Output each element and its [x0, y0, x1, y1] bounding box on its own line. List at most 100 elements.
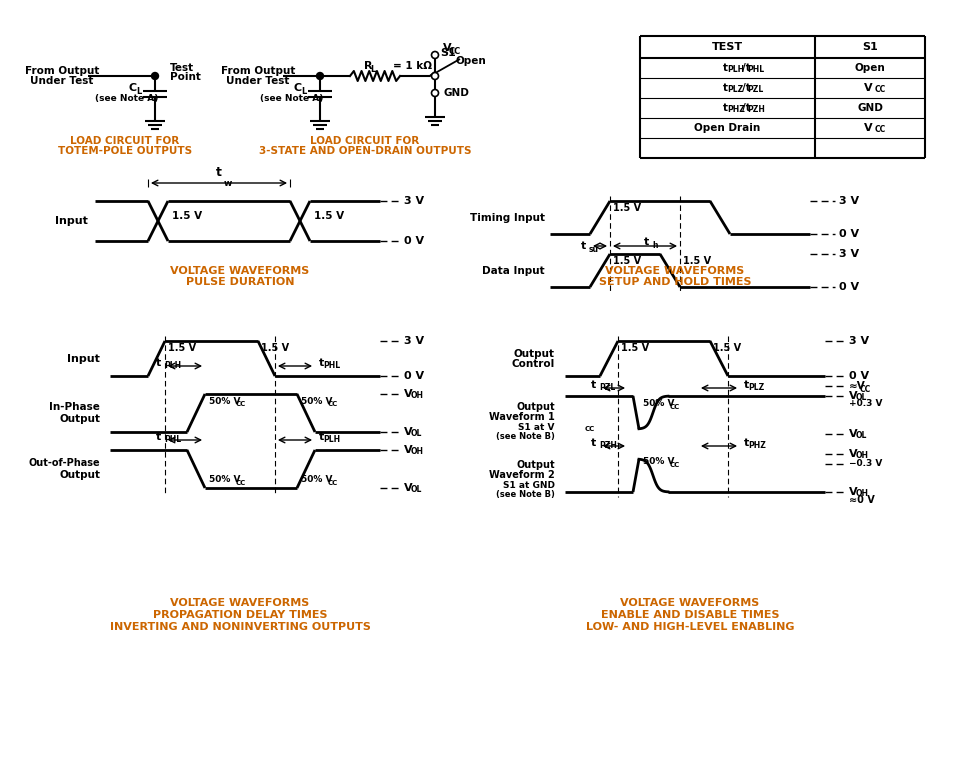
- Text: V: V: [864, 83, 873, 93]
- Text: OH: OH: [411, 391, 424, 401]
- Text: Control: Control: [512, 359, 555, 369]
- Text: PLH: PLH: [323, 436, 340, 444]
- Text: Point: Point: [170, 72, 201, 82]
- Text: L: L: [370, 65, 376, 73]
- Text: OH: OH: [856, 490, 869, 498]
- Text: PLZ: PLZ: [727, 85, 744, 95]
- Text: 0 V: 0 V: [849, 371, 869, 381]
- Text: 50% V: 50% V: [209, 476, 240, 484]
- Text: PHZ: PHZ: [748, 441, 766, 451]
- Text: Output: Output: [514, 349, 555, 359]
- Text: PHL: PHL: [748, 66, 765, 74]
- Text: 3 V: 3 V: [839, 249, 859, 259]
- Text: 1.5 V: 1.5 V: [261, 343, 289, 353]
- Text: PZL: PZL: [599, 383, 615, 393]
- Text: w: w: [224, 179, 233, 187]
- Text: V: V: [404, 483, 412, 493]
- Text: Open Drain: Open Drain: [695, 123, 760, 133]
- Text: 3 V: 3 V: [839, 196, 859, 206]
- Text: 50% V: 50% V: [301, 397, 333, 405]
- Text: t: t: [723, 63, 727, 73]
- Text: TOTEM-POLE OUTPUTS: TOTEM-POLE OUTPUTS: [58, 146, 192, 156]
- Text: Output: Output: [516, 460, 555, 470]
- Text: t: t: [723, 103, 727, 113]
- Text: V: V: [864, 123, 873, 133]
- Text: V: V: [404, 389, 412, 399]
- Text: Output: Output: [59, 470, 100, 480]
- Text: PZL: PZL: [748, 85, 764, 95]
- Text: 1.5 V: 1.5 V: [613, 256, 641, 266]
- Text: 50% V: 50% V: [301, 476, 333, 484]
- Text: V: V: [849, 391, 857, 401]
- Text: CC: CC: [449, 47, 461, 55]
- Text: V: V: [849, 429, 857, 439]
- Circle shape: [431, 52, 438, 59]
- Text: t: t: [319, 358, 324, 368]
- Circle shape: [316, 73, 324, 80]
- Text: 3 V: 3 V: [849, 336, 869, 346]
- Text: ENABLE AND DISABLE TIMES: ENABLE AND DISABLE TIMES: [601, 610, 779, 620]
- Text: LOAD CIRCUIT FOR: LOAD CIRCUIT FOR: [310, 136, 420, 146]
- Text: CC: CC: [670, 462, 680, 468]
- Text: OL: OL: [411, 486, 423, 494]
- Text: CC: CC: [875, 85, 886, 95]
- Text: Test: Test: [170, 63, 194, 73]
- Text: (see Note A): (see Note A): [95, 95, 159, 104]
- Text: OL: OL: [856, 394, 868, 402]
- Text: /t: /t: [742, 103, 751, 113]
- Text: h: h: [652, 241, 657, 249]
- Text: 0 V: 0 V: [839, 229, 859, 239]
- Text: CC: CC: [860, 384, 872, 394]
- Text: t: t: [591, 438, 596, 448]
- Text: PLH: PLH: [164, 362, 181, 370]
- Text: Output: Output: [59, 414, 100, 424]
- Text: L: L: [302, 87, 307, 95]
- Text: Under Test: Under Test: [226, 76, 289, 86]
- Text: 3-STATE AND OPEN-DRAIN OUTPUTS: 3-STATE AND OPEN-DRAIN OUTPUTS: [259, 146, 471, 156]
- Text: S1 at GND: S1 at GND: [503, 480, 555, 490]
- Text: su: su: [589, 244, 599, 254]
- Text: TEST: TEST: [712, 42, 743, 52]
- Text: VOLTAGE WAVEFORMS: VOLTAGE WAVEFORMS: [605, 266, 745, 276]
- Text: PHZ: PHZ: [727, 105, 746, 115]
- Text: CC: CC: [328, 480, 338, 486]
- Text: OL: OL: [856, 431, 868, 440]
- Text: VOLTAGE WAVEFORMS: VOLTAGE WAVEFORMS: [170, 598, 309, 608]
- Text: From Output: From Output: [221, 66, 295, 76]
- Text: CC: CC: [328, 401, 338, 407]
- Text: C: C: [129, 83, 137, 93]
- Text: INVERTING AND NONINVERTING OUTPUTS: INVERTING AND NONINVERTING OUTPUTS: [110, 622, 370, 632]
- Circle shape: [431, 73, 438, 80]
- Circle shape: [431, 90, 438, 97]
- Text: R: R: [364, 61, 372, 71]
- Text: S1: S1: [862, 42, 878, 52]
- Text: t: t: [216, 166, 222, 179]
- Text: SETUP AND HOLD TIMES: SETUP AND HOLD TIMES: [599, 277, 752, 287]
- Text: LOW- AND HIGH-LEVEL ENABLING: LOW- AND HIGH-LEVEL ENABLING: [586, 622, 794, 632]
- Text: (see Note A): (see Note A): [260, 95, 324, 104]
- Text: L: L: [136, 87, 141, 95]
- Text: CC: CC: [236, 480, 246, 486]
- Text: 1.5 V: 1.5 V: [621, 343, 649, 353]
- Text: C: C: [294, 83, 302, 93]
- Text: Under Test: Under Test: [31, 76, 93, 86]
- Text: Waveform 1: Waveform 1: [489, 412, 555, 422]
- Text: 3 V: 3 V: [404, 336, 424, 346]
- Text: Timing Input: Timing Input: [470, 213, 545, 223]
- Text: 0 V: 0 V: [404, 371, 424, 381]
- Text: PZH: PZH: [748, 105, 765, 115]
- Text: S1: S1: [440, 48, 456, 58]
- Circle shape: [152, 73, 159, 80]
- Text: Input: Input: [55, 216, 88, 226]
- Text: 50% V: 50% V: [209, 397, 240, 405]
- Text: 1.5 V: 1.5 V: [683, 256, 711, 266]
- Text: t: t: [591, 380, 596, 390]
- Text: 0 V: 0 V: [839, 282, 859, 292]
- Text: /t: /t: [742, 83, 751, 93]
- Text: t: t: [645, 237, 650, 247]
- Text: t: t: [580, 241, 586, 251]
- Text: CC: CC: [670, 404, 680, 410]
- Text: In-Phase: In-Phase: [49, 402, 100, 412]
- Text: OH: OH: [411, 448, 424, 457]
- Text: ≈V: ≈V: [849, 381, 866, 391]
